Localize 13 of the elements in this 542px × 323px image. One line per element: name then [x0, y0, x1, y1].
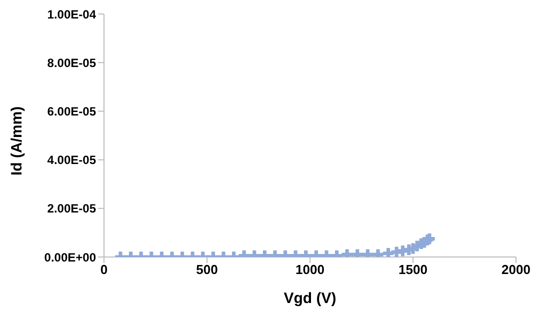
y-tick-label: 2.00E-05: [47, 202, 96, 216]
x-tick-label: 1500: [398, 262, 428, 278]
y-tick-label: 4.00E-05: [47, 153, 96, 168]
x-tick-label: 0: [100, 262, 108, 278]
x-tick-label: 1000: [296, 262, 324, 278]
y-tick-label: 6.00E-05: [47, 104, 96, 118]
y-tick-label: 8.00E-05: [47, 56, 96, 70]
x-tick-label: 2000: [502, 262, 530, 278]
x-tick-label: 500: [196, 262, 218, 278]
y-axis-title: Id (A/mm): [8, 106, 26, 176]
y-tick-label: 0.00E+00: [44, 250, 96, 264]
y-tick-label: 1.00E-04: [47, 7, 96, 22]
x-axis-title: Vgd (V): [284, 290, 336, 307]
